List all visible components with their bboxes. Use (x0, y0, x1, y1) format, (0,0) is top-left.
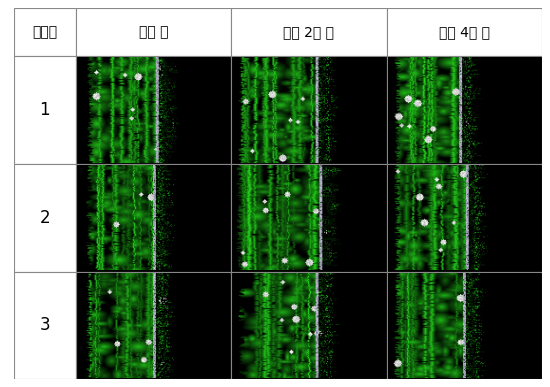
Bar (387, 164, 542, 272)
Bar (387, 272, 542, 379)
Bar (14, 8, 76, 56)
Text: 2: 2 (40, 209, 50, 227)
Bar (76, 272, 232, 379)
Bar (76, 8, 232, 56)
Bar (232, 272, 387, 379)
Text: 사용 전: 사용 전 (139, 25, 168, 39)
Bar (14, 164, 76, 272)
Bar (232, 8, 387, 56)
Bar (387, 8, 542, 56)
Text: 3: 3 (40, 317, 50, 334)
Text: 사용 2주 후: 사용 2주 후 (283, 25, 334, 39)
Bar (14, 56, 76, 164)
Text: 1: 1 (40, 101, 50, 119)
Bar (14, 272, 76, 379)
Bar (232, 56, 387, 164)
Text: 사용 4주 후: 사용 4주 후 (439, 25, 490, 39)
Bar (76, 164, 232, 272)
Bar (387, 56, 542, 164)
Text: 피험자: 피험자 (32, 25, 57, 39)
Bar (232, 164, 387, 272)
Bar (76, 56, 232, 164)
